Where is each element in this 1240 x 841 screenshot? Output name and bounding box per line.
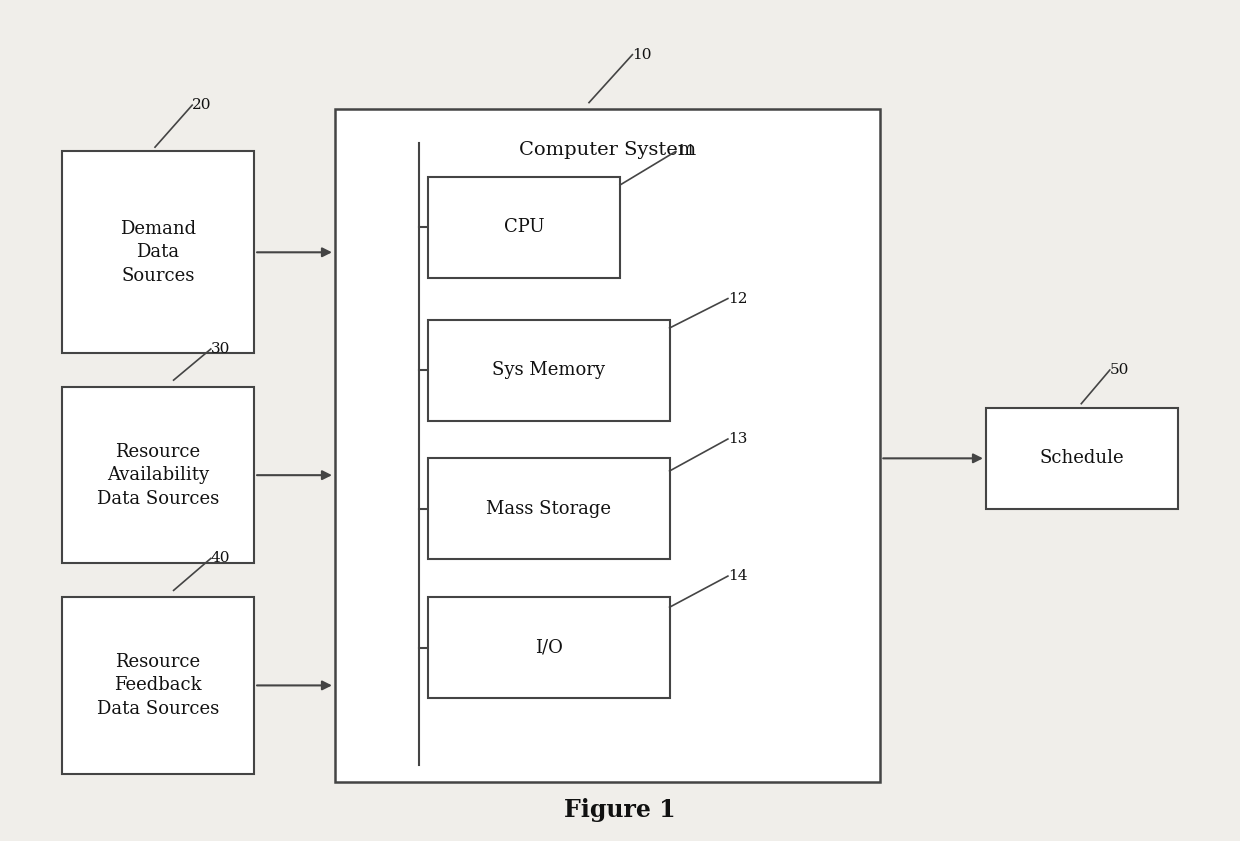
Bar [428, 458, 670, 559]
Text: 13: 13 [728, 432, 748, 446]
Text: Schedule: Schedule [1039, 449, 1125, 468]
Text: CPU: CPU [503, 218, 544, 236]
Bar [62, 151, 254, 353]
Text: 20: 20 [192, 98, 212, 112]
Bar [986, 408, 1178, 509]
Bar [335, 109, 880, 782]
Text: Computer System: Computer System [520, 141, 696, 159]
Text: Resource
Feedback
Data Sources: Resource Feedback Data Sources [97, 653, 219, 718]
Text: 30: 30 [211, 342, 231, 356]
Text: 14: 14 [728, 569, 748, 583]
Bar [62, 597, 254, 774]
Bar [428, 597, 670, 698]
Text: Demand
Data
Sources: Demand Data Sources [120, 220, 196, 285]
Text: 11: 11 [676, 145, 696, 158]
Text: 12: 12 [728, 292, 748, 305]
Text: Sys Memory: Sys Memory [492, 361, 605, 379]
Bar [62, 387, 254, 563]
Text: Mass Storage: Mass Storage [486, 500, 611, 518]
Bar [428, 320, 670, 420]
Text: 50: 50 [1110, 363, 1130, 377]
Bar [428, 177, 620, 278]
Text: 10: 10 [632, 48, 652, 61]
Text: Resource
Availability
Data Sources: Resource Availability Data Sources [97, 442, 219, 508]
Text: 40: 40 [211, 552, 231, 565]
Text: Figure 1: Figure 1 [564, 798, 676, 822]
Text: I/O: I/O [534, 638, 563, 657]
